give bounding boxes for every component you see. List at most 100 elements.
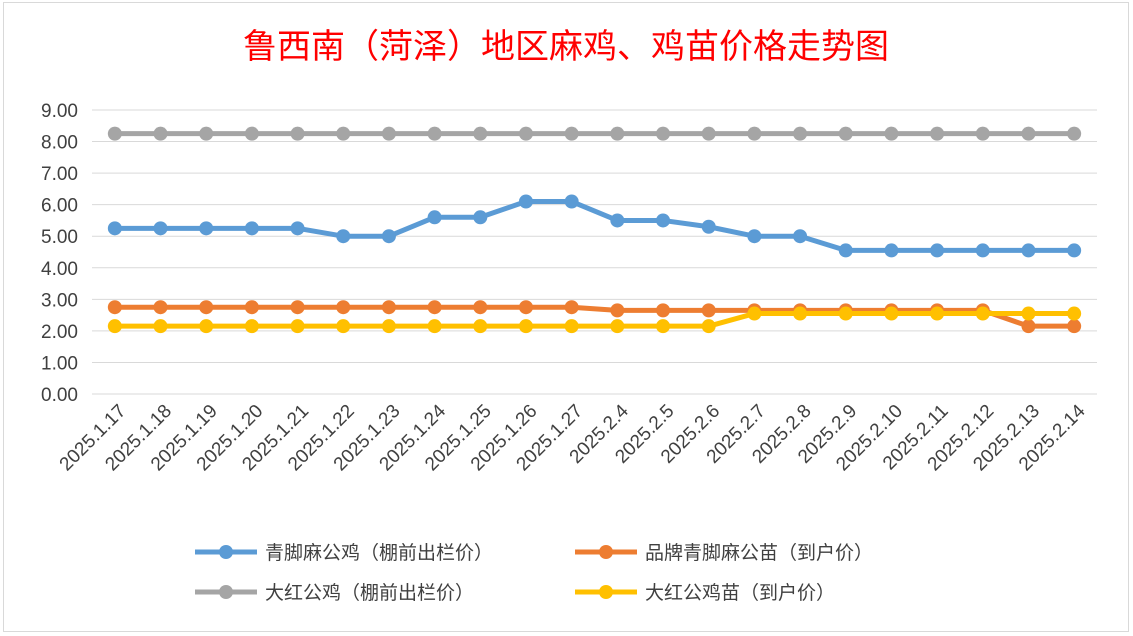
data-point [153,300,168,315]
series-line [114,311,1075,329]
data-point [336,229,351,244]
data-point [199,126,214,141]
data-point [199,221,214,236]
y-tick-label: 8.00 [41,133,78,154]
y-tick-label: 0.00 [41,385,78,406]
data-point [473,210,488,225]
chart-title: 鲁西南（菏泽）地区麻鸡、鸡苗价格走势图 [243,27,889,67]
data-point [518,300,533,315]
data-point [747,126,762,141]
data-point [793,126,808,141]
y-tick-label: 3.00 [41,290,78,311]
y-tick-label: 6.00 [41,196,78,217]
data-point [1021,126,1036,141]
data-point [244,319,259,334]
data-point [244,300,259,315]
data-point [656,126,671,141]
data-point [838,243,853,258]
data-point [610,303,625,318]
data-point [564,194,579,209]
data-point [747,306,762,321]
data-point [336,126,351,141]
data-point [656,213,671,228]
data-point [1021,319,1036,334]
legend-label: 品牌青脚麻公苗（到户价） [645,542,873,564]
data-point [473,319,488,334]
data-point [793,229,808,244]
legend-swatch-marker [599,545,613,559]
data-point [107,300,122,315]
data-point [838,126,853,141]
data-point [1067,126,1082,141]
data-point [564,319,579,334]
data-point [930,126,945,141]
legend-item: 大红公鸡（棚前出栏价） [195,582,474,604]
data-point [838,306,853,321]
data-point [701,319,716,334]
data-point [610,213,625,228]
y-tick-label: 5.00 [41,227,78,248]
data-point [747,229,762,244]
data-point [244,221,259,236]
data-point [381,300,396,315]
data-point [1021,243,1036,258]
legend-swatch-marker [219,545,233,559]
data-point [381,229,396,244]
data-point [473,126,488,141]
series-2 [107,126,1082,141]
data-point [656,319,671,334]
data-point [427,300,442,315]
y-tick-label: 1.00 [41,353,78,374]
data-point [381,319,396,334]
data-point [656,303,671,318]
data-point [884,126,899,141]
legend-item: 大红公鸡苗（到户价） [575,582,835,604]
data-point [290,126,305,141]
data-point [975,126,990,141]
data-point [153,221,168,236]
data-point [244,126,259,141]
data-point [336,300,351,315]
data-point [518,319,533,334]
data-point [610,319,625,334]
data-point [701,219,716,234]
legend: 青脚麻公鸡（棚前出栏价） 品牌青脚麻公苗（到户价） 大红公鸡（棚前出栏价） 大红公鸡苗… [195,542,873,604]
data-point [975,306,990,321]
data-point [518,126,533,141]
x-axis-ticks: 2025.1.172025.1.182025.1.192025.1.202025… [56,400,1090,475]
data-point [930,306,945,321]
data-point [884,306,899,321]
data-point [473,300,488,315]
data-point [427,210,442,225]
data-point [290,221,305,236]
data-point [336,319,351,334]
data-point [610,126,625,141]
data-point [290,300,305,315]
data-point [107,319,122,334]
data-point [884,243,899,258]
data-point [1021,306,1036,321]
data-point [975,243,990,258]
legend-label: 大红公鸡苗（到户价） [645,582,835,604]
data-point [153,126,168,141]
data-point [199,319,214,334]
data-point [427,319,442,334]
data-point [107,221,122,236]
series-1 [107,300,1082,334]
legend-label: 大红公鸡（棚前出栏价） [265,582,474,604]
series-lines [107,126,1082,334]
data-point [290,319,305,334]
data-point [381,126,396,141]
legend-swatch-marker [599,585,613,599]
y-tick-label: 7.00 [41,164,78,185]
data-point [153,319,168,334]
legend-item: 青脚麻公鸡（棚前出栏价） [195,542,493,564]
series-0 [107,194,1082,258]
data-point [1067,319,1082,334]
series-line [114,199,1075,253]
y-tick-label: 9.00 [41,101,78,122]
data-point [107,126,122,141]
data-point [793,306,808,321]
y-tick-label: 2.00 [41,322,78,343]
gridlines [92,109,1097,395]
